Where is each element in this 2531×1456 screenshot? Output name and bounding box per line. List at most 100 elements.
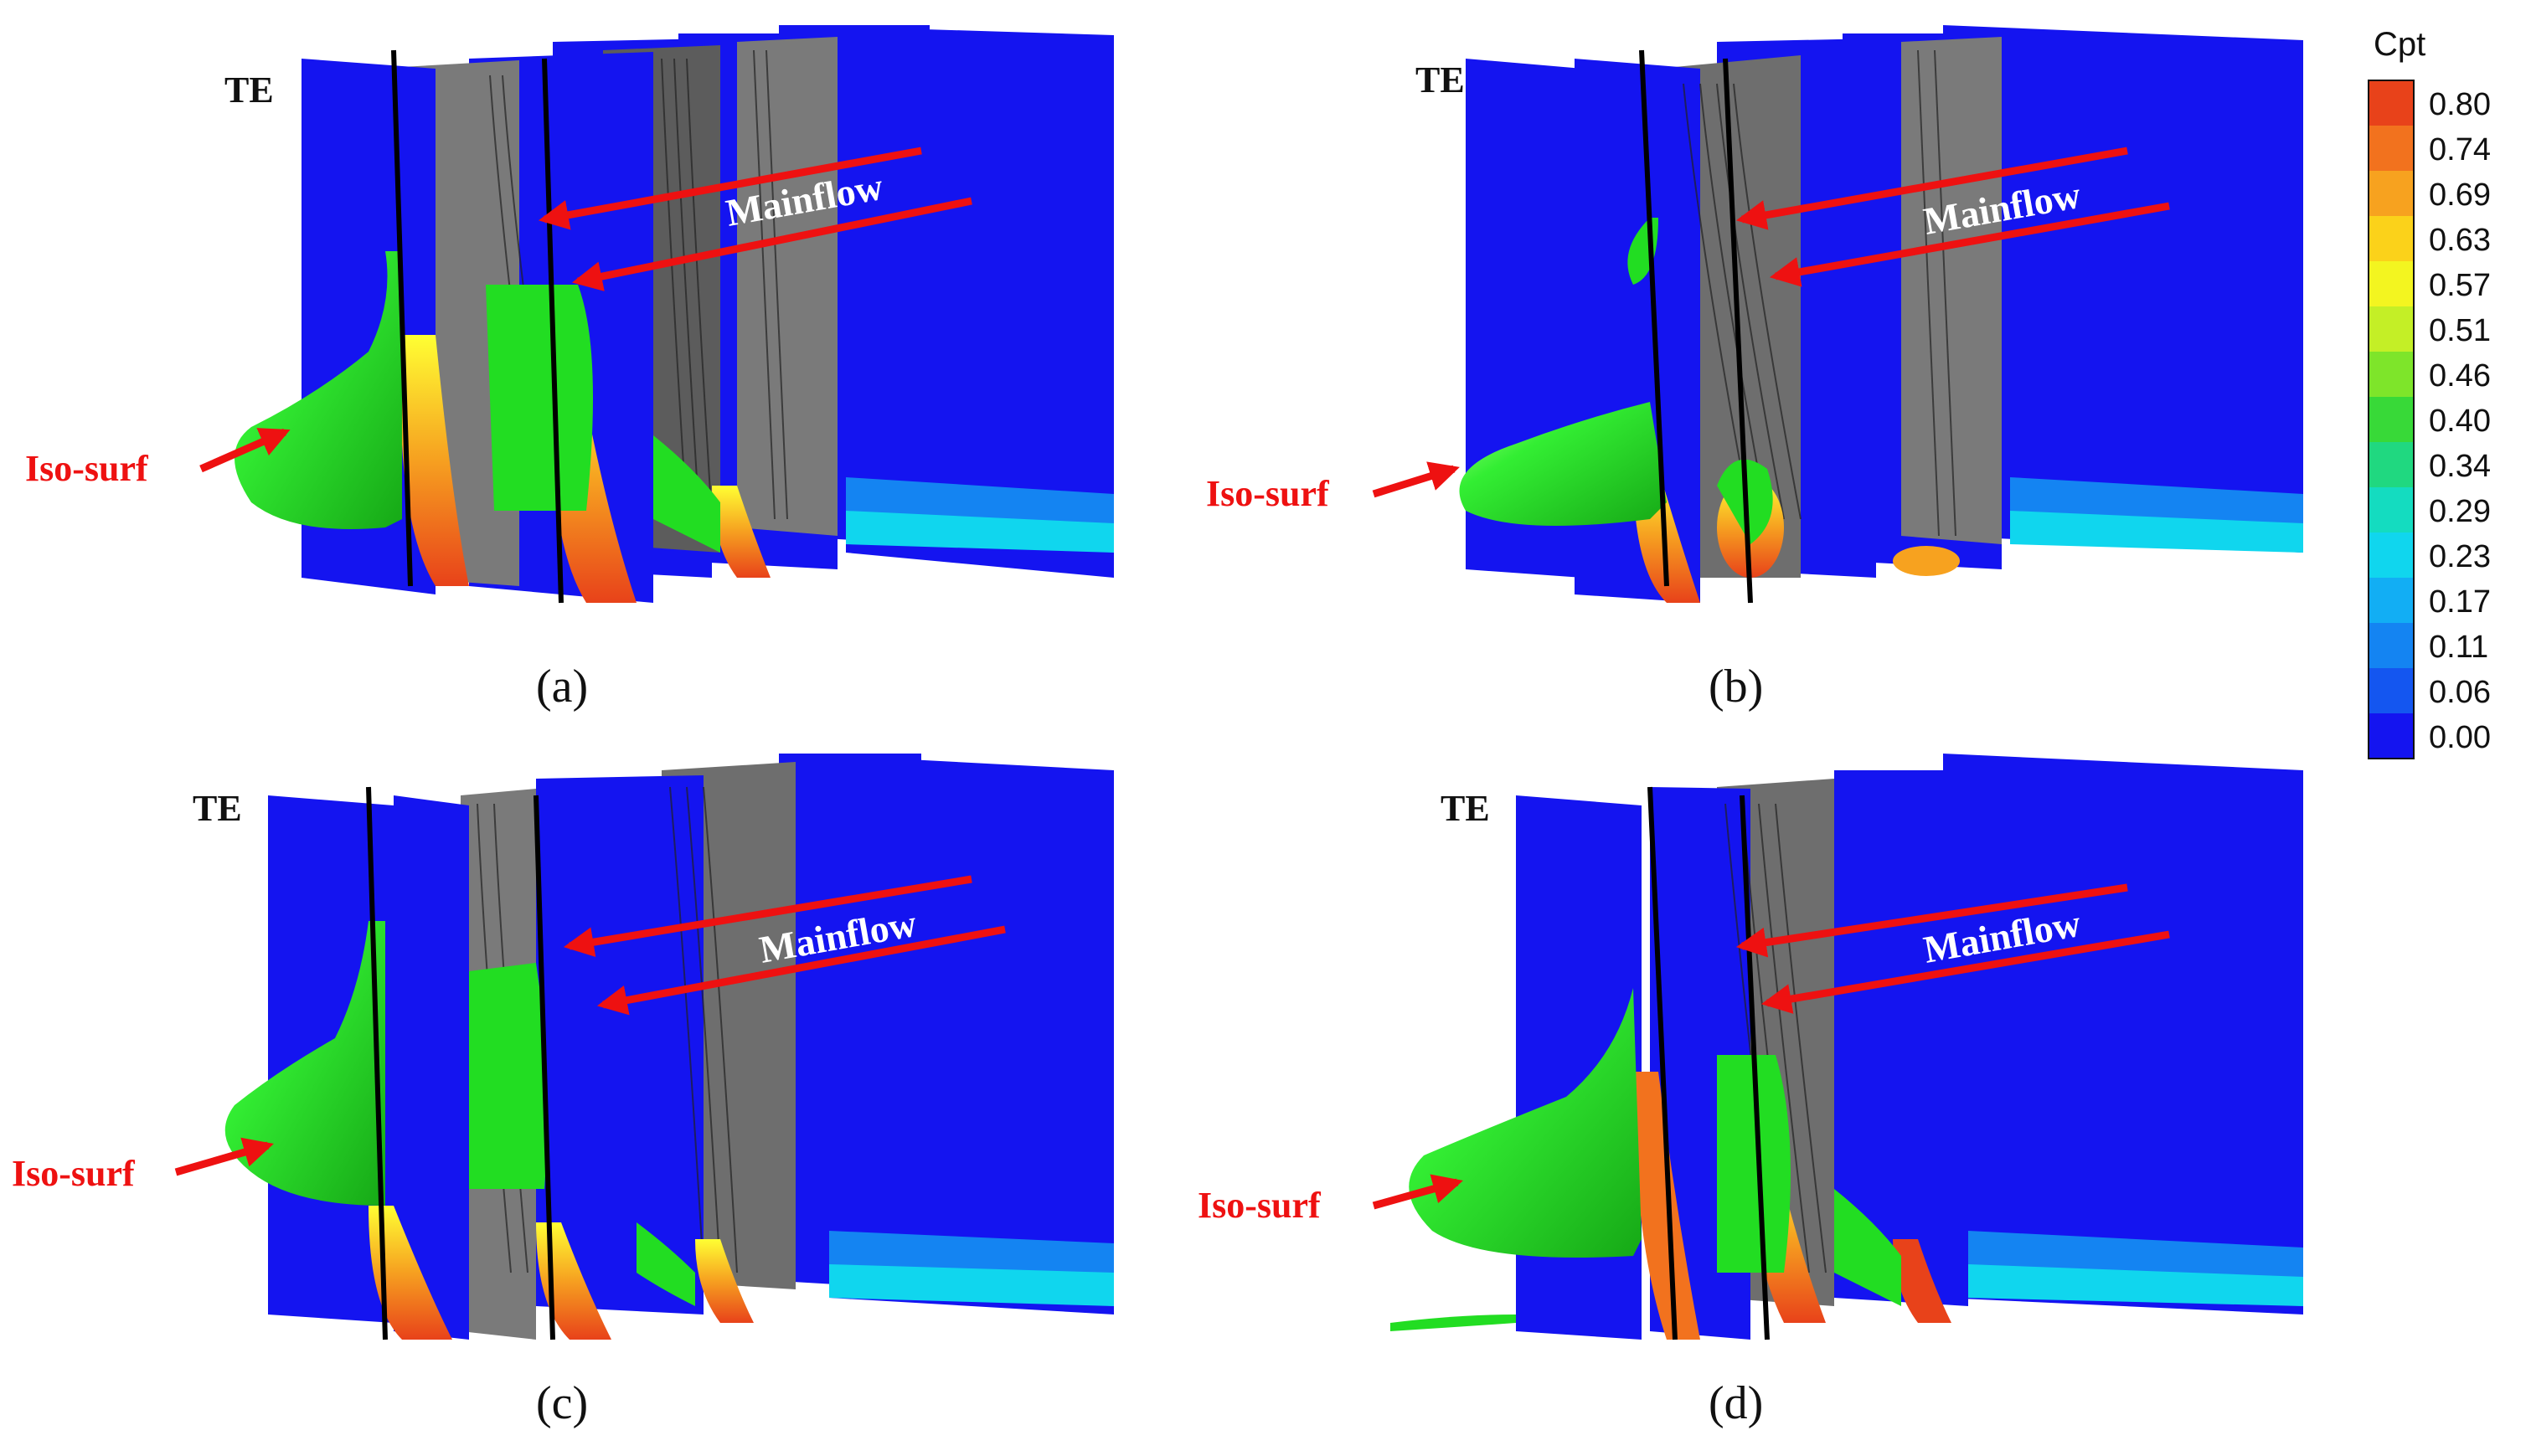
iso-surf-arrow xyxy=(174,1137,274,1176)
iso-surface xyxy=(224,921,385,1206)
blade-edge xyxy=(1723,58,1753,604)
mainflow-arrow xyxy=(596,925,1006,1016)
streamlines xyxy=(1683,49,1956,537)
hub-contour-band xyxy=(1968,1264,2303,1306)
colorbar-tick-label: 0.69 xyxy=(2429,177,2491,213)
colorbar-tick-label: 0.23 xyxy=(2429,539,2491,574)
blade-surface-gray xyxy=(737,37,838,536)
colorbar-swatch xyxy=(2369,668,2414,714)
blade-edge xyxy=(1639,49,1669,587)
colorbar-swatch xyxy=(2369,261,2414,307)
panel-caption: (c) xyxy=(536,1377,588,1429)
loss-core xyxy=(400,335,469,586)
cut-plane xyxy=(1943,25,2303,553)
iso-surface xyxy=(235,251,402,529)
colorbar-tick-label: 0.11 xyxy=(2429,630,2488,665)
hub-contour-band xyxy=(846,511,1114,553)
iso-surf-arrow xyxy=(1372,1174,1463,1210)
colorbar-tick-label: 0.63 xyxy=(2429,223,2491,258)
colorbar-tick-label: 0.46 xyxy=(2429,358,2491,394)
blade-passage-scene xyxy=(235,25,1114,604)
cut-plane xyxy=(394,795,469,1340)
blade-edge xyxy=(366,786,388,1340)
hub-contour-band xyxy=(2010,511,2303,553)
iso-surf-label: Iso-surf xyxy=(25,448,149,489)
colorbar-swatch xyxy=(2369,397,2414,443)
te-label: TE xyxy=(1441,788,1490,829)
loss-core xyxy=(536,1222,611,1340)
colorbar-tick-label: 0.29 xyxy=(2429,494,2491,529)
te-label: TE xyxy=(1415,59,1465,100)
colorbar-frame xyxy=(2368,80,2415,759)
panel-caption: (b) xyxy=(1709,661,1763,713)
iso-surface xyxy=(1459,402,1667,526)
iso-surface xyxy=(486,285,593,511)
colorbar-swatch xyxy=(2369,216,2414,262)
panel-caption: (d) xyxy=(1709,1377,1763,1429)
colorbar-swatch xyxy=(2369,126,2414,172)
iso-surface xyxy=(1717,1055,1791,1273)
iso-surface xyxy=(637,1222,695,1306)
iso-surface xyxy=(469,963,548,1189)
iso-surf-label: Iso-surf xyxy=(1198,1185,1322,1226)
cut-plane xyxy=(1943,754,2303,1315)
blade-passage-scene xyxy=(1459,25,2303,604)
streamlines xyxy=(489,49,788,520)
panel-caption: (a) xyxy=(536,661,588,713)
colorbar-swatch xyxy=(2369,171,2414,217)
colorbar-tick-label: 0.80 xyxy=(2429,87,2491,122)
colorbar-swatch xyxy=(2369,487,2414,533)
iso-surface xyxy=(1834,1189,1901,1306)
colorbar-tick-label: 0.00 xyxy=(2429,720,2491,755)
blade-edge xyxy=(391,49,413,587)
colorbar-swatches xyxy=(2369,80,2414,759)
iso-surf-label: Iso-surf xyxy=(1206,473,1330,514)
colorbar-tick-label: 0.40 xyxy=(2429,404,2491,439)
te-label: TE xyxy=(193,788,242,829)
blade-passage-scene xyxy=(224,754,1114,1340)
colorbar-swatch xyxy=(2369,352,2414,398)
colorbar-tick-labels: 0.80 0.74 0.69 0.63 0.57 0.51 0.46 0.40 0.34 0.29… xyxy=(2429,87,2491,755)
iso-surf-arrow xyxy=(1372,461,1460,498)
colorbar-tick-label: 0.74 xyxy=(2429,132,2491,167)
colorbar-swatch xyxy=(2369,306,2414,352)
blade-edge xyxy=(534,795,555,1340)
colorbar-tick-label: 0.57 xyxy=(2429,268,2491,303)
iso-surf-label: Iso-surf xyxy=(12,1153,136,1194)
iso-surface xyxy=(1390,1315,1516,1331)
panel-a: TE Mainflow Iso-surf (a) xyxy=(25,25,1114,713)
loss-core xyxy=(1893,1239,1951,1323)
colorbar-swatch xyxy=(2369,713,2414,759)
loss-core xyxy=(1893,546,1960,576)
panel-b: TE Mainflow Iso-surf (b) xyxy=(1206,25,2303,713)
mainflow-arrow xyxy=(1735,147,2128,230)
loss-core xyxy=(712,486,771,578)
cut-plane xyxy=(536,775,704,1315)
te-label: TE xyxy=(224,69,274,111)
blade-passage-scene xyxy=(1390,754,2303,1340)
colorbar-tick-label: 0.34 xyxy=(2429,449,2491,484)
mainflow-arrow xyxy=(571,197,972,291)
loss-core xyxy=(369,1206,452,1340)
blade-edge xyxy=(1740,795,1770,1340)
streamlines xyxy=(477,786,738,1273)
colorbar-swatch xyxy=(2369,442,2414,488)
cut-plane xyxy=(1834,770,1968,1306)
loss-core xyxy=(695,1239,754,1323)
panel-d: TE Mainflow Iso-surf (d) xyxy=(1198,754,2303,1429)
hub-contour-band xyxy=(829,1264,1114,1306)
cut-plane xyxy=(829,755,1114,1315)
blade-edge xyxy=(542,58,564,604)
mainflow-arrow xyxy=(538,147,922,230)
colorbar-swatch xyxy=(2369,623,2414,669)
blade-edge xyxy=(1647,786,1678,1340)
panel-c: TE Mainflow Iso-surf (c) xyxy=(12,754,1114,1429)
colorbar-tick-label: 0.06 xyxy=(2429,675,2491,710)
iso-surf-arrow xyxy=(199,428,291,473)
colorbar: Cpt 0.80 0.74 0.69 0.63 0.57 0.51 0.46 0.40 0.34… xyxy=(2368,26,2491,759)
cut-plane xyxy=(846,27,1114,578)
blade-surface-gray xyxy=(1901,37,2002,544)
colorbar-swatch xyxy=(2369,578,2414,624)
colorbar-tick-label: 0.51 xyxy=(2429,313,2491,348)
